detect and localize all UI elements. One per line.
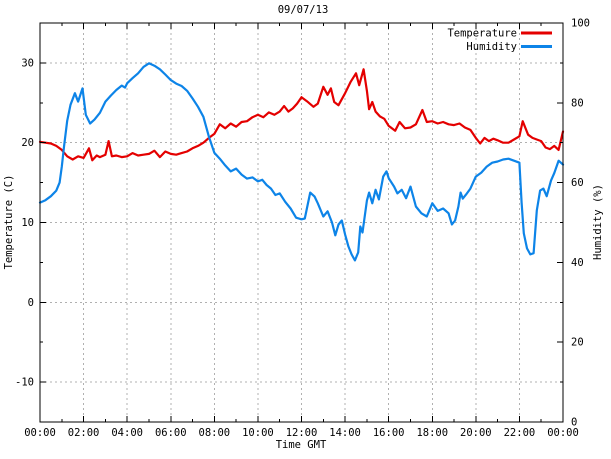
x-tick-label: 18:00 xyxy=(416,427,448,439)
x-tick-label: 06:00 xyxy=(155,427,187,439)
legend-label-temperature: Temperature xyxy=(447,28,517,40)
y-left-tick-label: 20 xyxy=(21,137,34,149)
x-tick-label: 14:00 xyxy=(329,427,361,439)
y-right-tick-label: 100 xyxy=(571,18,590,30)
x-axis-label: Time GMT xyxy=(276,439,327,451)
x-tick-label: 02:00 xyxy=(68,427,100,439)
y-left-tick-label: 0 xyxy=(28,297,34,309)
series-lines xyxy=(38,62,565,262)
gridlines xyxy=(40,23,563,422)
chart-title: 09/07/13 xyxy=(278,4,329,16)
x-tick-label: 12:00 xyxy=(286,427,318,439)
y-right-tick-label: 80 xyxy=(571,97,584,109)
x-tick-label: 20:00 xyxy=(460,427,492,439)
x-tick-label: 00:00 xyxy=(547,427,579,439)
y-right-tick-label: 60 xyxy=(571,177,584,189)
right-axis-label: Humidity (%) xyxy=(592,184,604,260)
y-left-tick-label: 10 xyxy=(21,217,34,229)
plot-frame-and-ticks xyxy=(39,22,564,423)
y-right-tick-label: 0 xyxy=(571,417,577,429)
legend-label-humidity: Humidity xyxy=(466,41,517,53)
x-tick-label: 22:00 xyxy=(504,427,536,439)
left-axis-label: Temperature (C) xyxy=(3,175,15,270)
x-tick-label: 16:00 xyxy=(373,427,405,439)
series-line-temperature xyxy=(38,68,565,162)
x-tick-label: 08:00 xyxy=(199,427,231,439)
x-tick-label: 04:00 xyxy=(111,427,143,439)
tick-labels: 00:00 02:00 04:00 06:00 08:00 10:00 12:00 14:00… xyxy=(15,18,590,440)
y-right-tick-label: 20 xyxy=(571,337,584,349)
y-left-tick-label: -10 xyxy=(15,377,34,389)
x-tick-label: 10:00 xyxy=(242,427,274,439)
y-right-tick-label: 40 xyxy=(571,257,584,269)
x-tick-label: 00:00 xyxy=(24,427,56,439)
series-line-humidity xyxy=(38,62,565,262)
y-left-tick-label: 30 xyxy=(21,57,34,69)
